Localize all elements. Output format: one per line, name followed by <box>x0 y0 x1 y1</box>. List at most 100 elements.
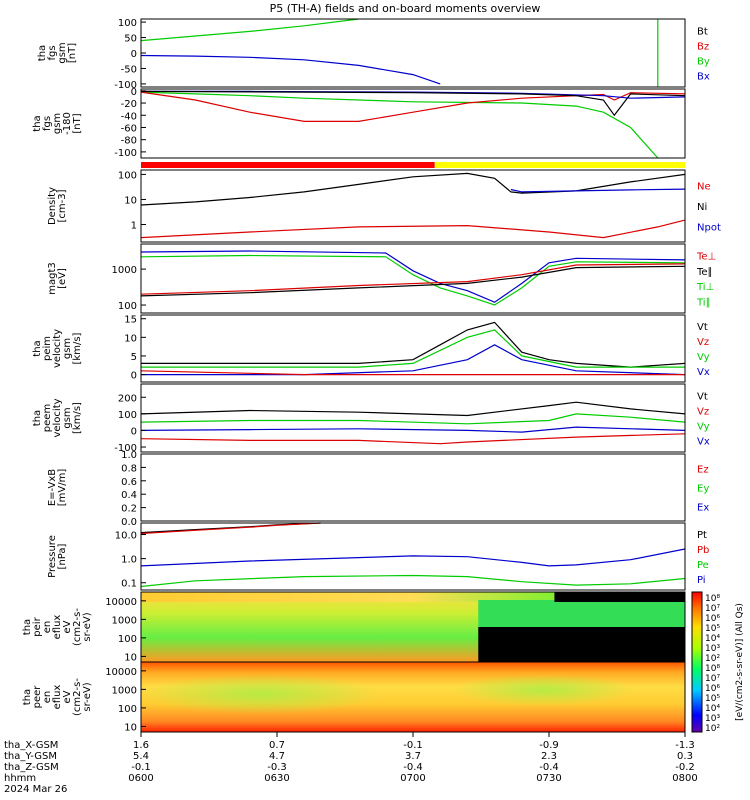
panel-peer_spec: 10000 1000 100 10 tha peer en eflux eV (cm2-s-sr-… <box>22 661 686 733</box>
ylabel-line: gsm <box>62 338 73 359</box>
series-line-density-2 <box>140 219 686 239</box>
ylabel-line: fgs <box>42 116 53 131</box>
ytick-label: 100 <box>118 704 137 715</box>
colorbar-tick: 10⁸ <box>705 664 720 674</box>
legend-item: Vz <box>697 337 709 348</box>
series-line-temperature-1 <box>140 254 686 306</box>
colorbar-tick: 10³ <box>705 644 720 654</box>
ylabel-line: gsm <box>57 42 68 63</box>
series-line-pressure-3 <box>140 574 686 588</box>
legend-item: Npot <box>697 223 721 234</box>
series-line-temperature-3 <box>140 263 686 295</box>
ylabel-line: [cm-3] <box>57 189 68 222</box>
panel-frame <box>140 169 686 243</box>
spectrogram-peir-top-dark <box>554 592 685 602</box>
plot-title: P5 (TH-A) fields and on-board moments ov… <box>270 2 541 15</box>
ylabel-line: fgs <box>47 45 58 60</box>
legend-item: Pb <box>697 545 709 556</box>
series-line-peim_vel-1 <box>141 329 685 368</box>
xaxis-value: 0600 <box>128 773 153 784</box>
ytick-label: 1000 <box>112 615 137 626</box>
legend-item: Vy <box>697 352 710 363</box>
colorbar-tick: 10⁴ <box>705 704 720 714</box>
panel-frame <box>140 453 686 522</box>
xaxis-value: 0700 <box>400 773 425 784</box>
ytick-label: 1.0 <box>121 555 137 566</box>
panel-frame <box>140 18 686 88</box>
xaxis-row-label: tha_X-GSM <box>4 740 58 751</box>
ytick-label: 10 <box>124 652 137 663</box>
spectrogram-peir-green <box>478 600 685 627</box>
legend-item: Ne <box>697 181 711 192</box>
mode-bar-yellow <box>434 162 685 168</box>
xaxis-value: -0.3 <box>267 762 287 773</box>
legend-item: Vy <box>697 422 710 433</box>
ytick-label: -100 <box>114 80 137 91</box>
legend-item: Vz <box>697 406 709 417</box>
ytick-label: 10000 <box>105 597 137 608</box>
ytick-label: -80 <box>121 136 137 147</box>
ylabel-line: [km/s] <box>72 332 83 364</box>
legend-item: Bx <box>697 72 710 83</box>
series-line-peim_vel-0 <box>141 321 686 368</box>
ylabel-line: tha <box>32 340 43 356</box>
ytick-label: -50 <box>121 64 137 75</box>
ytick-label: 200 <box>118 393 137 404</box>
ytick-label: 100 <box>118 301 137 312</box>
ytick-label: 0 <box>131 426 137 437</box>
ylabel-line: gsm <box>52 113 63 134</box>
series-line-fgs_mag-1 <box>140 54 441 85</box>
legend-item: Ey <box>697 484 709 495</box>
ytick-label: 0.0 <box>121 517 137 528</box>
x-axis-labels: tha_X-GSM 1.6 0.7 -0.1 -0.9 -1.3 tha_Y-GSM 5.4 4… <box>4 732 698 795</box>
colorbar-tick: 10⁸ <box>705 594 720 604</box>
legend-item: Ex <box>697 503 709 514</box>
colorbar-tick: 10⁶ <box>705 684 720 694</box>
mode-bar-red <box>141 162 435 168</box>
legend-item: Te⊥ <box>696 252 716 263</box>
panel-density: Ne Ni Npot 100 10 1 Density [cm-3] <box>47 169 721 243</box>
xaxis-value: 5.4 <box>133 751 149 762</box>
ylabel-line: eV <box>62 620 73 633</box>
ytick-label: 100 <box>118 170 137 181</box>
panel-peim_vel: Vt Vz Vy Vx 15 10 5 0 tha peim velocity gsm [km/s] <box>32 314 710 383</box>
ylabel-line: Pressure <box>47 535 58 578</box>
ylabel-line: [nT] <box>67 43 78 63</box>
panel-fgs_mag: Bt Bz By Bx 100 50 0 -50 -100 tha fgs gsm [nT] <box>37 18 710 91</box>
ytick-label: 0.8 <box>121 463 137 474</box>
xaxis-value: 3.7 <box>405 751 421 762</box>
spectrogram-peir-highband <box>141 592 685 602</box>
ylabel-line: tha <box>32 410 43 426</box>
series-line-density-0 <box>140 172 686 206</box>
legend-item: Ti⊥ <box>696 282 714 293</box>
series-line-peem_vel-3 <box>140 433 686 445</box>
series-line-peem_vel-1 <box>140 413 686 425</box>
xaxis-value: 2.3 <box>541 751 557 762</box>
ytick-label: -60 <box>121 123 137 134</box>
colorbar-tick: 10⁷ <box>705 604 720 614</box>
ytick-label: 1 <box>131 220 137 231</box>
mode-bar <box>141 162 685 168</box>
xaxis-value: -1.3 <box>675 740 695 751</box>
legend-item: Ez <box>697 464 709 475</box>
xaxis-date: 2024 Mar 26 <box>4 784 67 795</box>
panel-frame <box>140 522 686 591</box>
panel-peir_spec: 10000 1000 100 10 tha peir en eflux eV (cm2-s-sr-… <box>22 591 686 663</box>
series-line-density-1 <box>510 188 686 193</box>
ytick-label: 100 <box>118 410 137 421</box>
colorbar-gradient <box>691 591 703 733</box>
series-line-peim_vel-2 <box>141 344 686 376</box>
xaxis-value: 0730 <box>536 773 561 784</box>
xaxis-value: 1.6 <box>133 740 149 751</box>
series-line-fgs_sm-3 <box>140 90 686 117</box>
ytick-label: 0.4 <box>121 490 137 501</box>
ytick-label: 10000 <box>105 667 137 678</box>
ytick-label: -100 <box>114 443 137 454</box>
colorbar-tick: 10⁶ <box>705 614 720 624</box>
colorbar-tick: 10² <box>705 654 720 664</box>
colorbar-tick: 10² <box>705 724 720 734</box>
ytick-label: 0 <box>131 87 137 98</box>
ylabel-line: (cm2-s- <box>72 678 83 716</box>
